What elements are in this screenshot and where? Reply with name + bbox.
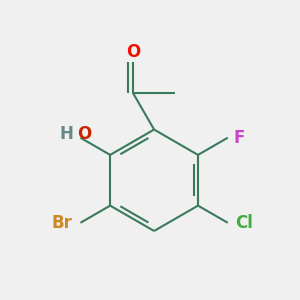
Text: Br: Br bbox=[52, 214, 73, 232]
Text: Cl: Cl bbox=[235, 214, 253, 232]
Text: O: O bbox=[77, 125, 92, 143]
Text: H: H bbox=[59, 125, 73, 143]
Text: O: O bbox=[126, 43, 140, 61]
Text: F: F bbox=[233, 129, 245, 147]
